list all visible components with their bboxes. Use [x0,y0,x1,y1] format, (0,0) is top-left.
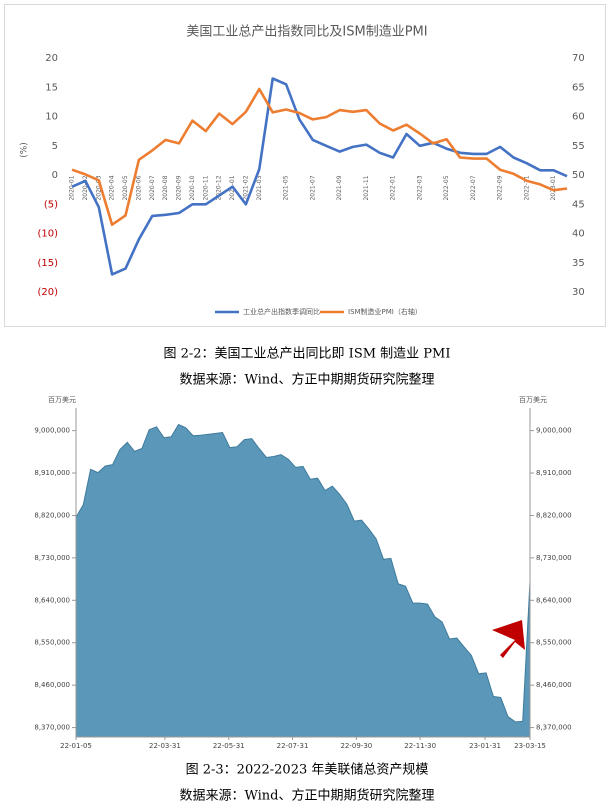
y-tick-label: 10 [45,112,58,123]
x-tick-label: 2020-10 [189,175,196,200]
annotation-arrow [492,620,525,658]
figure-source: 数据来源：Wind、方正中期期货研究院整理 [180,372,435,388]
x-tick-label: 2023-01 [550,175,557,200]
y-tick-label: 5 [52,141,58,152]
legend-label: 工业总产出指数季调同比 [243,307,320,316]
y-tick-label: 8,730,000 [34,554,70,562]
y2-tick-label: 40 [572,229,585,240]
y2-tick-label: 8,550,000 [536,639,572,647]
x-tick-label: 2020-12 [216,175,223,200]
x-tick-label: 2021-05 [283,175,290,200]
x-tick-label: 2020-05 [122,175,129,200]
x-tick-label: 2020-08 [162,175,169,200]
y-tick-label: (20) [37,287,58,298]
y-tick-label: (15) [37,258,58,269]
x-tick-label: 2021-02 [242,175,249,200]
y-tick-label: 15 [45,82,58,93]
x-tick-label: 2022-07 [470,175,477,200]
figure-caption: 图 2-3：2022-2023 年美联储总资产规模 [186,763,429,778]
x-tick-label: 2022-01 [390,175,397,200]
y-tick-label: 8,640,000 [34,596,70,604]
y2-unit-label: 百万美元 [519,395,547,404]
y-tick-label: 8,370,000 [34,724,70,732]
x-tick-label: 22-05-31 [213,742,245,750]
x-tick-label: 2022-09 [497,175,504,200]
y2-tick-label: 60 [572,112,585,123]
y-tick-label: 9,000,000 [34,427,70,435]
chart-title: 美国工业总产出指数同比及ISM制造业PMI [186,25,427,40]
x-tick-label: 2021-09 [336,175,343,200]
y-tick-label: 0 [52,170,58,181]
x-tick-label: 2020-04 [109,175,116,200]
x-tick-label: 2020-11 [202,175,209,200]
y2-tick-label: 8,730,000 [536,554,572,562]
y-tick-label: 20 [45,53,58,64]
x-tick-label: 2020-07 [149,175,156,200]
x-tick-label: 2022-03 [416,175,423,200]
figure-source: 数据来源：Wind、方正中期期货研究院整理 [180,788,435,804]
y2-tick-label: 50 [572,170,585,181]
x-tick-label: 2020-02 [82,175,89,200]
y2-tick-label: 8,460,000 [536,681,572,689]
y-unit-label: 百万美元 [48,395,76,404]
y-tick-label: 8,820,000 [34,511,70,519]
y2-tick-label: 8,820,000 [536,511,572,519]
x-tick-label: 22-07-31 [277,742,309,750]
legend-label: ISM制造业PMI（右轴） [348,307,422,316]
x-tick-label: 2020-01 [69,175,76,200]
y-tick-label: 8,550,000 [34,639,70,647]
chart-frame [4,4,606,327]
x-tick-label: 22-11-30 [404,742,436,750]
y2-tick-label: 35 [572,258,585,269]
y2-tick-label: 65 [572,82,585,93]
x-tick-label: 2022-05 [443,175,450,200]
y-tick-label: (5) [44,199,58,210]
x-tick-label: 2020-03 [95,175,102,200]
x-tick-label: 23-03-15 [514,742,546,750]
series-line [71,77,568,276]
x-tick-label: 2020-09 [176,175,183,200]
y-tick-label: 8,460,000 [34,681,70,689]
x-tick-label: 2021-11 [363,175,370,200]
area [75,423,531,738]
y2-tick-label: 8,910,000 [536,469,572,477]
y2-tick-label: 70 [572,53,585,64]
x-tick-label: 22-01-05 [60,742,92,750]
y-tick-label: 8,910,000 [34,469,70,477]
x-tick-label: 22-09-30 [340,742,372,750]
y2-tick-label: 8,640,000 [536,596,572,604]
x-tick-label: 2022-11 [523,175,530,200]
y2-tick-label: 8,370,000 [536,724,572,732]
y-tick-label: (10) [37,229,58,240]
x-tick-label: 2021-03 [256,175,263,200]
series-line [71,87,568,226]
y2-tick-label: 9,000,000 [536,427,572,435]
y-axis-label: (%) [20,142,30,158]
y2-tick-label: 30 [572,287,585,298]
x-tick-label: 22-03-31 [149,742,181,750]
x-tick-label: 2021-07 [309,175,316,200]
x-tick-label: 2020-06 [135,175,142,200]
figure-caption: 图 2-2：美国工业总产出同比即 ISM 制造业 PMI [163,347,450,362]
y2-tick-label: 55 [572,141,585,152]
x-tick-label: 23-01-31 [469,742,501,750]
y2-tick-label: 45 [572,199,585,210]
